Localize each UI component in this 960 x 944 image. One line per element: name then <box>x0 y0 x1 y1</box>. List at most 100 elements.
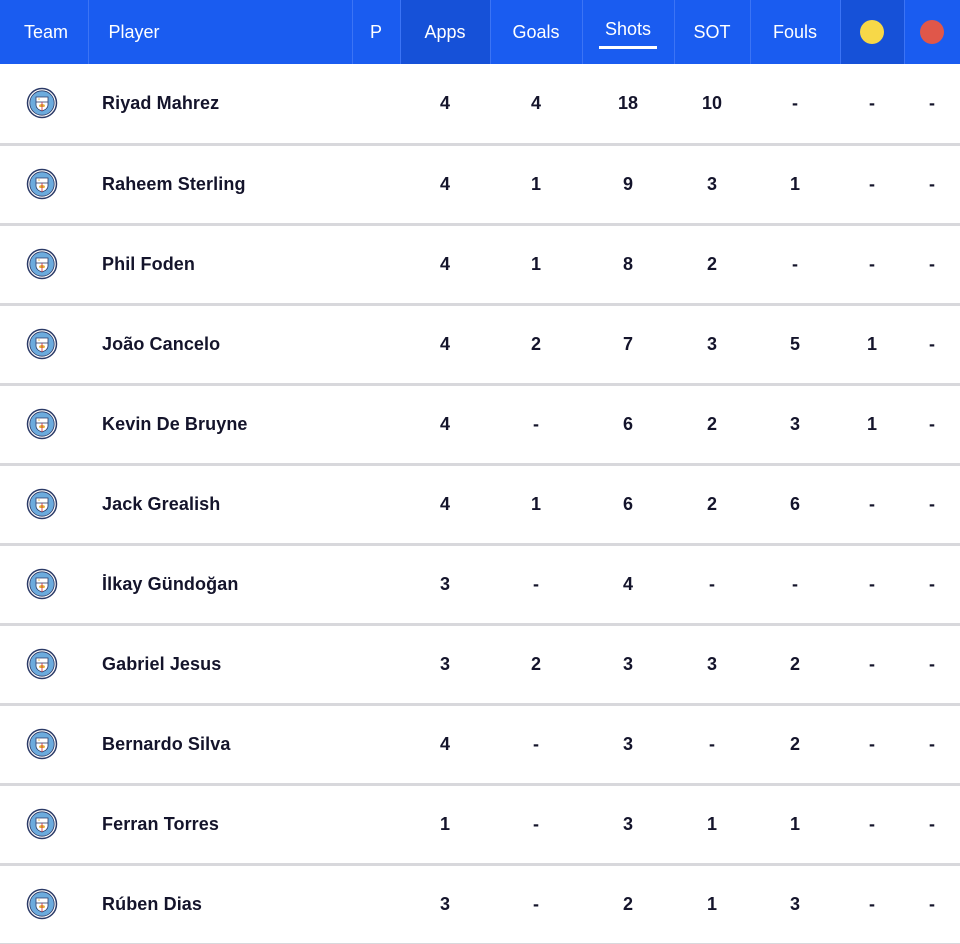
team-cell[interactable] <box>0 64 88 144</box>
sot-cell: 1 <box>706 813 717 834</box>
table-row[interactable]: İlkay Gündoğan 3 - 4 - - - - <box>0 544 960 624</box>
table-header-row: Team Player P Apps Goals Shots SOT Fouls <box>0 0 960 64</box>
player-name[interactable]: Riyad Mahrez <box>102 92 220 113</box>
player-name[interactable]: Phil Foden <box>102 253 195 274</box>
player-name[interactable]: İlkay Gündoğan <box>102 573 239 594</box>
fouls-cell: 1 <box>789 173 800 194</box>
player-name[interactable]: João Cancelo <box>102 333 221 354</box>
apps-cell: 4 <box>439 733 450 754</box>
header-team[interactable]: Team <box>0 0 89 64</box>
table-row[interactable]: Bernardo Silva 4 - 3 - 2 - - <box>0 704 960 784</box>
header-red-cards[interactable] <box>904 0 960 64</box>
goals-cell: 1 <box>530 173 541 194</box>
table-row[interactable]: Phil Foden 4 1 8 2 - - - <box>0 224 960 304</box>
yellow-cards-cell: 1 <box>866 333 877 354</box>
player-name[interactable]: Jack Grealish <box>102 493 221 514</box>
red-cards-cell: - <box>929 893 935 914</box>
apps-cell: 4 <box>439 173 450 194</box>
table-row[interactable]: Ferran Torres 1 - 3 1 1 - - <box>0 784 960 864</box>
fouls-cell: 5 <box>789 333 800 354</box>
header-position-label: P <box>369 21 382 42</box>
goals-cell: 4 <box>530 92 541 113</box>
team-cell[interactable] <box>0 624 88 704</box>
team-cell[interactable] <box>0 704 88 784</box>
player-name[interactable]: Bernardo Silva <box>102 733 231 754</box>
header-yellow-cards[interactable] <box>840 0 905 64</box>
team-cell[interactable] <box>0 304 88 384</box>
team-cell[interactable] <box>0 224 88 304</box>
red-cards-cell: - <box>929 253 935 274</box>
player-name[interactable]: Rúben Dias <box>102 893 203 914</box>
team-cell[interactable] <box>0 384 88 464</box>
goals-cell: - <box>533 413 539 434</box>
position-cell <box>352 544 400 624</box>
manchester-city-crest-icon <box>26 328 58 360</box>
yellow-cards-cell: - <box>869 733 875 754</box>
apps-cell: 3 <box>439 653 450 674</box>
apps-cell: 4 <box>439 493 450 514</box>
shots-cell: 9 <box>622 173 633 194</box>
manchester-city-crest-icon <box>26 888 58 920</box>
red-cards-cell: - <box>929 573 935 594</box>
manchester-city-crest-icon <box>26 248 58 280</box>
fouls-cell: - <box>792 253 798 274</box>
team-cell[interactable] <box>0 544 88 624</box>
header-player-label: Player <box>108 21 160 42</box>
header-fouls[interactable]: Fouls <box>750 0 841 64</box>
player-name[interactable]: Raheem Sterling <box>102 173 246 194</box>
shots-cell: 6 <box>622 413 633 434</box>
header-position[interactable]: P <box>352 0 401 64</box>
yellow-cards-cell: - <box>869 92 875 113</box>
header-apps[interactable]: Apps <box>400 0 491 64</box>
red-cards-cell: - <box>929 813 935 834</box>
shots-cell: 3 <box>622 653 633 674</box>
team-cell[interactable] <box>0 784 88 864</box>
sot-cell: 3 <box>706 173 717 194</box>
position-cell <box>352 224 400 304</box>
position-cell <box>352 144 400 224</box>
header-goals[interactable]: Goals <box>490 0 583 64</box>
apps-cell: 4 <box>439 253 450 274</box>
player-name[interactable]: Ferran Torres <box>102 813 220 834</box>
fouls-cell: 3 <box>789 893 800 914</box>
manchester-city-crest-icon <box>26 728 58 760</box>
sot-cell: - <box>709 573 715 594</box>
header-player[interactable]: Player <box>88 0 353 64</box>
header-fouls-label: Fouls <box>772 21 817 42</box>
goals-cell: - <box>533 893 539 914</box>
table-row[interactable]: Raheem Sterling 4 1 9 3 1 - - <box>0 144 960 224</box>
red-cards-cell: - <box>929 333 935 354</box>
yellow-cards-cell: - <box>869 173 875 194</box>
goals-cell: 1 <box>530 253 541 274</box>
team-cell[interactable] <box>0 144 88 224</box>
table-row[interactable]: João Cancelo 4 2 7 3 5 1 - <box>0 304 960 384</box>
goals-cell: - <box>533 573 539 594</box>
header-shots[interactable]: Shots <box>582 0 675 64</box>
yellow-cards-cell: - <box>869 573 875 594</box>
table-row[interactable]: Riyad Mahrez 4 4 18 10 - - - <box>0 64 960 144</box>
sot-cell: 2 <box>706 493 717 514</box>
shots-cell: 4 <box>622 573 633 594</box>
player-name[interactable]: Kevin De Bruyne <box>102 413 248 434</box>
table-row[interactable]: Gabriel Jesus 3 2 3 3 2 - - <box>0 624 960 704</box>
red-cards-cell: - <box>929 653 935 674</box>
sot-cell: - <box>709 733 715 754</box>
fouls-cell: 6 <box>789 493 800 514</box>
apps-cell: 4 <box>439 413 450 434</box>
position-cell <box>352 304 400 384</box>
table-row[interactable]: Kevin De Bruyne 4 - 6 2 3 1 - <box>0 384 960 464</box>
table-row[interactable]: Rúben Dias 3 - 2 1 3 - - <box>0 864 960 944</box>
manchester-city-crest-icon <box>26 808 58 840</box>
header-team-label: Team <box>24 21 69 42</box>
player-name[interactable]: Gabriel Jesus <box>102 653 222 674</box>
table-row[interactable]: Jack Grealish 4 1 6 2 6 - - <box>0 464 960 544</box>
red-card-icon <box>920 20 945 44</box>
yellow-cards-cell: - <box>869 813 875 834</box>
header-sot[interactable]: SOT <box>674 0 751 64</box>
team-cell[interactable] <box>0 464 88 544</box>
position-cell <box>352 384 400 464</box>
team-cell[interactable] <box>0 864 88 944</box>
shots-cell: 2 <box>622 893 633 914</box>
yellow-cards-cell: - <box>869 493 875 514</box>
